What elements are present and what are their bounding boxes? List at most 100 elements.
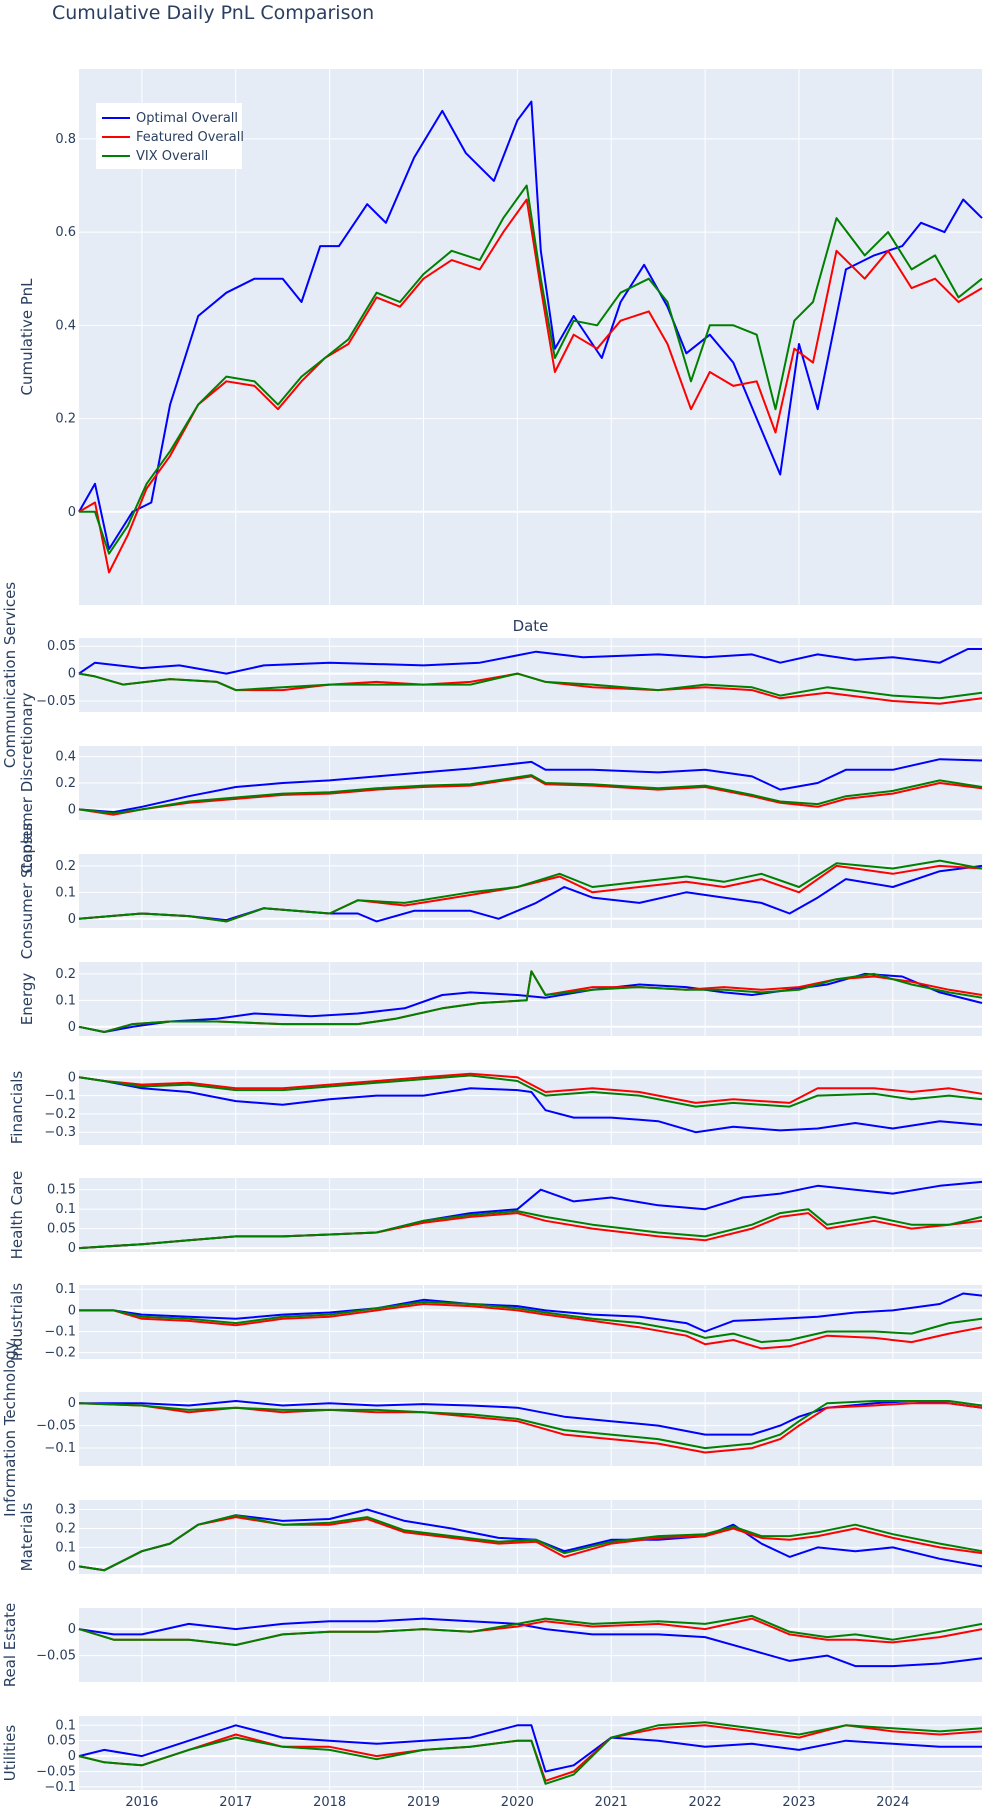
legend-item: VIX Overall <box>136 149 208 164</box>
y-tick-label: 0.2 <box>55 967 76 982</box>
series-line-vix <box>78 1721 983 1785</box>
x-tick-label: 2021 <box>595 1795 628 1810</box>
x-tick-label: 2020 <box>501 1795 534 1810</box>
panel-2: 0 0.2 0.4 Consumer Discretionary <box>18 692 983 874</box>
y-tick-label: 0.6 <box>55 225 76 240</box>
y-axis-label: Cumulative PnL <box>18 278 36 396</box>
y-tick-label: 0 <box>68 802 76 817</box>
series-line-optimal <box>78 1617 983 1668</box>
y-axis-label: Consumer Staples <box>18 823 36 960</box>
y-tick-label: 0 <box>68 1020 76 1035</box>
y-tick-label: 0 <box>68 1070 76 1085</box>
series-line-vix <box>78 1400 983 1450</box>
y-tick-label: −0.2 <box>44 1346 76 1361</box>
y-tick-label: 0.4 <box>55 750 76 765</box>
series-line-optimal <box>79 1400 983 1436</box>
panel-8: −0.1 −0.05 0 Information Technology <box>1 1341 983 1517</box>
y-tick-label: 0.1 <box>55 1202 76 1217</box>
y-tick-label: −0.05 <box>36 1649 76 1664</box>
legend-item: Featured Overall <box>136 130 244 145</box>
y-tick-label: 0.2 <box>55 412 76 427</box>
plot-background <box>79 638 982 712</box>
y-axis-label: Communication Services <box>1 582 19 768</box>
y-tick-label: 0 <box>68 912 76 927</box>
y-tick-label: −0.05 <box>36 1419 76 1434</box>
series-line-featured <box>78 775 983 816</box>
y-axis-label: Materials <box>18 1502 36 1571</box>
y-axis-label: Health Care <box>8 1171 26 1260</box>
x-tick-label: 2017 <box>219 1795 252 1810</box>
y-axis-label: Industrials <box>8 1283 26 1361</box>
x-axis-label: Date <box>513 617 549 635</box>
panel-1: −0.05 0 0.05 Communication Services <box>1 582 983 768</box>
y-tick-label: −0.1 <box>44 1780 76 1795</box>
y-tick-label: 0.3 <box>55 1502 76 1517</box>
panel-6: 0 0.05 0.1 0.15 Health Care <box>8 1171 983 1260</box>
y-tick-label: 0.05 <box>47 639 76 654</box>
y-tick-label: 0.1 <box>55 1540 76 1555</box>
x-tick-label: 2022 <box>689 1795 722 1810</box>
y-tick-label: −0.2 <box>44 1107 76 1122</box>
y-tick-label: 0.1 <box>55 993 76 1008</box>
y-tick-label: −0.1 <box>44 1325 76 1340</box>
x-tick-label: 2019 <box>407 1795 440 1810</box>
panel-7: −0.2 −0.1 0 0.1 Industrials <box>8 1282 983 1361</box>
y-tick-label: 0 <box>68 667 76 682</box>
y-tick-label: 0.1 <box>55 885 76 900</box>
plot-background <box>79 1716 982 1790</box>
series-line-vix <box>78 1074 983 1108</box>
y-tick-label: −0.05 <box>36 1765 76 1780</box>
y-tick-label: 0.4 <box>55 318 76 333</box>
y-tick-label: 0.2 <box>55 776 76 791</box>
series-line-optimal <box>78 972 983 1033</box>
plot-background <box>79 1392 982 1466</box>
series-line-optimal <box>79 1292 983 1333</box>
panel-9: 0 0.1 0.2 0.3 Materials <box>18 1500 983 1574</box>
x-tick-label: 2023 <box>782 1795 815 1810</box>
series-line-featured <box>78 1402 983 1454</box>
series-line-vix <box>79 1300 983 1344</box>
series-line-optimal-overall <box>78 100 983 551</box>
series-line-vix <box>78 774 983 815</box>
x-tick-label: 2016 <box>125 1795 158 1810</box>
y-tick-label: 0 <box>68 1622 76 1637</box>
series-line-featured-overall <box>78 198 983 574</box>
y-tick-label: 0.05 <box>47 1222 76 1237</box>
y-tick-label: 0.15 <box>47 1183 76 1198</box>
series-line-vix <box>78 970 983 1033</box>
plot-background <box>79 1070 982 1145</box>
series-line-optimal <box>78 1724 982 1773</box>
series-line-featured <box>78 1072 983 1104</box>
chart-title: Cumulative Daily PnL Comparison <box>52 2 374 24</box>
panel-10: −0.05 0 Real Estate <box>1 1603 983 1688</box>
y-tick-label: 0 <box>68 1241 76 1256</box>
y-tick-label: 0 <box>68 1749 76 1764</box>
y-tick-label: 0.2 <box>55 1521 76 1536</box>
y-tick-label: 0 <box>68 1559 76 1574</box>
y-tick-label: 0.2 <box>55 859 76 874</box>
plot-background <box>79 1608 982 1682</box>
series-line-featured <box>79 1303 983 1350</box>
y-axis-label: Real Estate <box>1 1603 19 1688</box>
x-tick-label: 2018 <box>313 1795 346 1810</box>
series-line-vix <box>78 1514 983 1572</box>
y-tick-label: −0.1 <box>44 1089 76 1104</box>
panel-5: −0.3 −0.2 −0.1 0 Financials <box>8 1070 983 1145</box>
series-line-optimal <box>78 648 982 675</box>
y-axis-label: Consumer Discretionary <box>18 692 36 873</box>
legend-item: Optimal Overall <box>136 111 238 126</box>
y-axis-label: Information Technology <box>1 1341 19 1517</box>
y-tick-label: 0 <box>68 1396 76 1411</box>
y-tick-label: −0.1 <box>44 1441 76 1456</box>
series-line-vix <box>78 1208 983 1250</box>
panel-4: 0 0.1 0.2 Energy <box>18 962 983 1036</box>
legend: Optimal Overall Featured Overall VIX Overa… <box>96 103 244 169</box>
series-line-vix <box>78 859 983 923</box>
x-tick-label: 2024 <box>876 1795 909 1810</box>
plot-background <box>79 1178 982 1252</box>
y-tick-label: 0.8 <box>55 132 76 147</box>
series-line-vix <box>78 672 983 700</box>
